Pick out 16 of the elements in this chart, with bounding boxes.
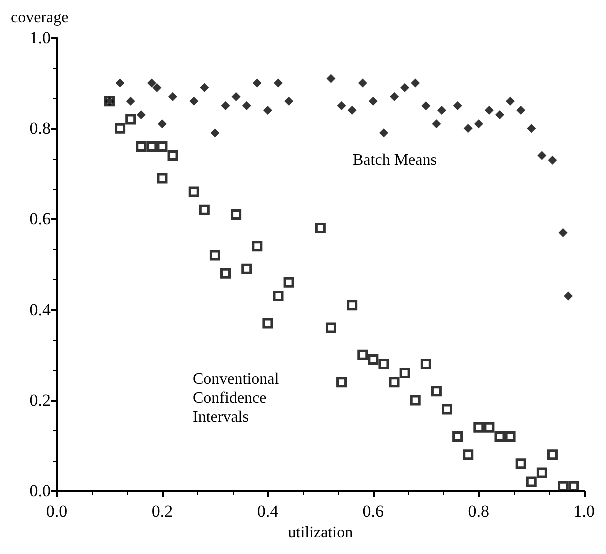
y-tick-label: 0.6 (30, 210, 51, 229)
y-tick-label: 0.2 (30, 390, 51, 410)
x-axis-title: utilization (288, 524, 354, 542)
x-tick-label: 1.0 (574, 502, 595, 522)
y-tick-label: 1.0 (30, 28, 51, 48)
y-axis-title: coverage (11, 10, 69, 26)
y-tick-label: 0.8 (30, 119, 51, 138)
x-tick-label: 0.0 (46, 502, 68, 522)
y-tick-label: 0.4 (30, 300, 52, 320)
x-tick-label: 0.6 (362, 502, 384, 522)
series-label: Batch Means (353, 152, 437, 169)
x-tick-label: 0.4 (257, 502, 280, 522)
x-tick-label: 0.8 (468, 502, 490, 522)
y-tick-label: 0.0 (30, 482, 51, 501)
x-tick-label: 0.2 (152, 502, 174, 522)
text: Conventional Confidence Intervals (193, 371, 284, 426)
